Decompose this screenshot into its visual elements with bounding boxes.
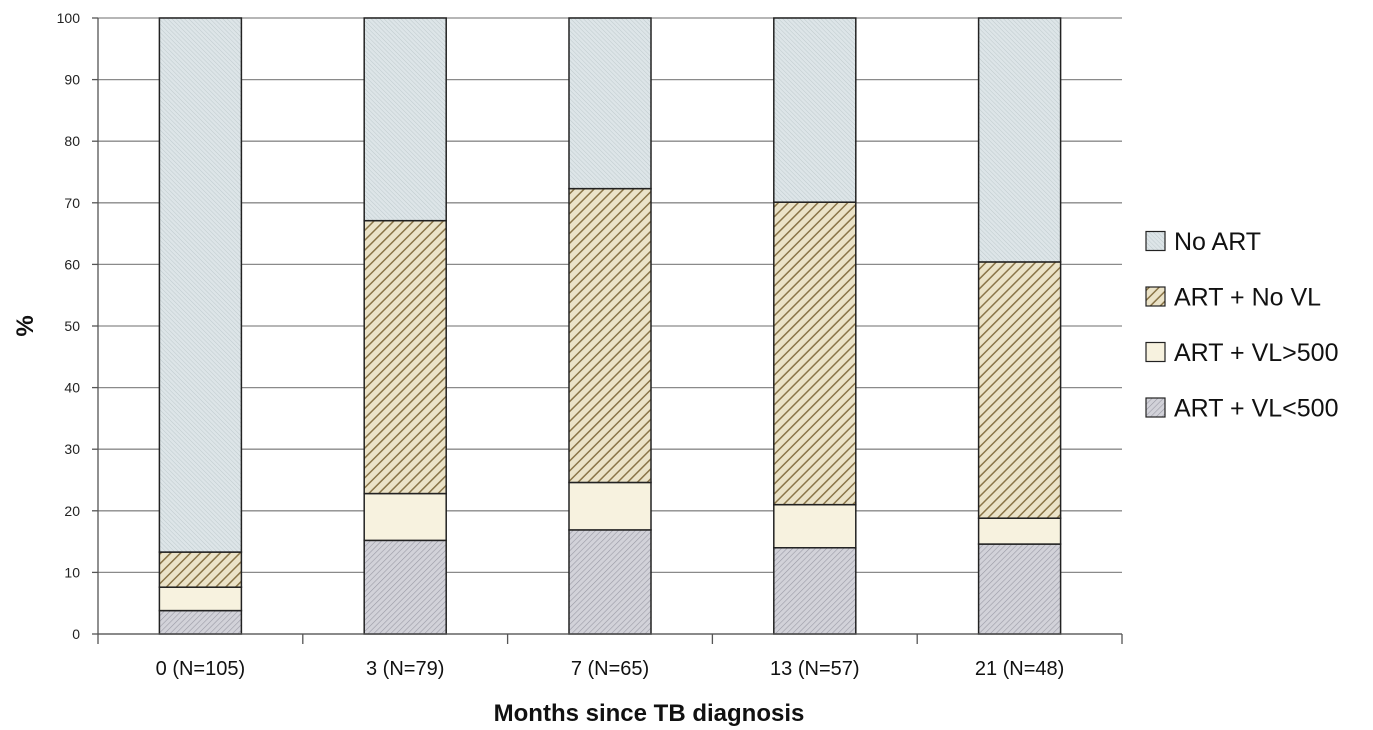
y-tick-label: 10	[64, 564, 80, 580]
bar-art-vl-500-0	[158, 609, 243, 635]
y-tick-label: 0	[72, 626, 80, 642]
bar-art-vl-500-3	[773, 547, 857, 635]
x-tick-label: 0 (N=105)	[156, 658, 246, 680]
bar-no-art-2	[568, 17, 652, 190]
x-tick-label: 21 (N=48)	[975, 658, 1065, 680]
y-tick-label: 30	[64, 441, 80, 457]
x-tick-label: 13 (N=57)	[770, 658, 860, 680]
legend-swatch-art-vl-500	[1145, 397, 1166, 418]
y-tick-label: 90	[64, 72, 80, 88]
legend-label-no-art: No ART	[1174, 228, 1261, 256]
legend-label-art-no-vl: ART + No VL	[1174, 284, 1321, 312]
y-tick-label: 80	[64, 133, 80, 149]
bar-art-vl-500-1	[363, 492, 447, 542]
legend-swatch-art-no-vl	[1145, 286, 1166, 307]
bar-no-art-3	[773, 17, 857, 203]
y-tick-label: 40	[64, 380, 80, 396]
y-tick-label: 60	[64, 256, 80, 272]
legend-label-art-vl-500: ART + VL<500	[1174, 395, 1338, 423]
y-tick-label: 50	[64, 318, 80, 334]
bar-art-vl-500-1	[363, 539, 447, 635]
bar-art-vl-500-4	[977, 543, 1062, 635]
bar-art-no-vl-4	[977, 261, 1062, 519]
x-tick-label: 3 (N=79)	[366, 658, 444, 680]
legend: No ART ART + No VL ART + VL>500 ART + VL<50…	[1145, 228, 1338, 423]
legend-label-art-vl-500: ART + VL>500	[1174, 339, 1338, 367]
legend-swatch-no-art	[1145, 230, 1166, 252]
bar-art-vl-500-2	[568, 529, 652, 635]
y-axis-title: %	[12, 315, 39, 336]
x-axis: 0 (N=105) 3 (N=79) 7 (N=65) 13 (N=57) 21 (N=…	[97, 633, 1123, 680]
bar-no-art-4	[977, 17, 1062, 263]
bar-no-art-1	[363, 17, 447, 222]
bar-no-art-0	[158, 17, 243, 553]
y-axis: 0 10 20 30 40 50 60 70 80 90 100	[57, 10, 99, 642]
bar-art-no-vl-3	[773, 201, 857, 506]
y-tick-label: 20	[64, 503, 80, 519]
bar-art-no-vl-1	[363, 219, 447, 495]
bars	[158, 17, 1062, 635]
legend-swatch-art-vl-500	[1145, 341, 1166, 363]
bar-art-vl-500-2	[568, 481, 652, 531]
bar-art-vl-500-0	[158, 586, 243, 612]
bar-art-no-vl-0	[158, 551, 243, 588]
bar-art-vl-500-3	[773, 503, 857, 549]
x-axis-title: Months since TB diagnosis	[494, 700, 805, 727]
x-tick-label: 7 (N=65)	[571, 658, 649, 680]
bar-art-vl-500-4	[977, 517, 1062, 545]
y-tick-label: 70	[64, 195, 80, 211]
bar-art-no-vl-2	[568, 187, 652, 484]
y-tick-label: 100	[57, 10, 81, 26]
